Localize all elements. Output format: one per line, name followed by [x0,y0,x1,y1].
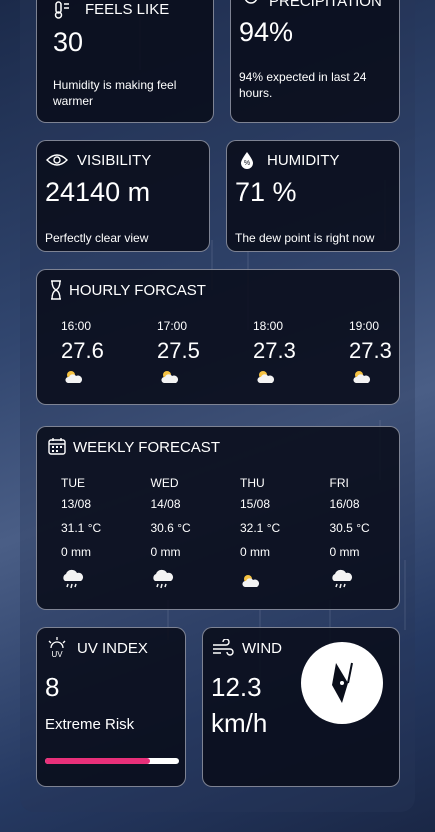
day-temp: 32.1 °C [240,521,281,535]
hour-time: 18:00 [253,319,284,333]
day-icon [151,569,175,596]
uv-bar-track [45,758,179,764]
card-label: WIND [242,640,282,657]
thermometer-icon [54,1,69,19]
hour-temp: 27.5 [157,338,200,363]
svg-text:%: % [244,160,250,167]
day-rain: 0 mm [61,545,91,559]
day-name: WED [150,476,179,490]
wind-card: WIND 12.3 km/h [202,627,400,787]
day-icon [61,569,85,596]
eye-icon [46,154,68,166]
day-date: 15/08 [240,497,271,511]
card-title: HOURLY FORCAST [69,282,206,299]
day-icon [240,573,260,594]
card-label: UV INDEX [77,640,148,657]
card-label: VISIBILITY [77,152,152,169]
hour-icon [159,369,179,390]
hourly-card: HOURLY FORCAST 16:00 27.6 17:00 27.5 18:00 27… [36,269,400,405]
humidity-card: % HUMIDITY 71 % The dew point is right n… [226,140,400,252]
card-label: FEELS LIKE [85,1,170,18]
compass-icon [301,642,383,724]
card-note: Humidity is making feel warmer [53,78,177,108]
card-label: HUMIDITY [267,152,340,169]
hour-icon [255,369,275,390]
day-icon [330,569,354,596]
day-name: TUE [61,476,85,490]
hour-temp: 27.3 [349,338,392,363]
drop-icon: % [241,152,253,169]
wind-icon [213,639,234,656]
day-name: THU [240,476,265,490]
card-value: 71 % [235,177,297,207]
uv-bar-fill [45,758,150,764]
card-value: 24140 m [45,177,151,207]
day-temp: 30.6 °C [150,521,191,535]
card-unit: km/h [211,708,268,738]
uv-card: UV UV INDEX 8 Extreme Risk [36,627,186,787]
hour-temp: 27.3 [253,338,296,363]
uv-risk: Extreme Risk [45,716,135,733]
weekly-card: WEEKLY FORECAST TUE 13/08 31.1 °C 0 mm WED 14… [36,426,400,610]
card-value: 30 [53,27,84,57]
hour-time: 19:00 [349,319,380,333]
visibility-card: VISIBILITY 24140 m Perfectly clear view [36,140,210,252]
hourglass-icon [51,280,61,300]
card-value: 12.3 [211,672,262,702]
card-note: The dew point is right now [235,231,375,245]
day-date: 14/08 [150,497,181,511]
precipitation-card: PRECIPITATION 94% 94% expected in last 2… [230,0,400,123]
day-rain: 0 mm [240,545,270,559]
hour-time: 16:00 [61,319,92,333]
hour-icon [63,369,83,390]
day-date: 13/08 [61,497,92,511]
calendar-icon [48,438,66,455]
feels-like-card: FEELS LIKE 30 Humidity is making feel wa… [36,0,214,123]
card-value: 8 [45,672,60,702]
svg-text:UV: UV [51,650,63,659]
uv-icon: UV [48,637,66,659]
day-rain: 0 mm [150,545,181,559]
day-date: 16/08 [329,497,360,511]
day-rain: 0 mm [329,545,360,559]
card-title: WEEKLY FORECAST [73,439,220,456]
day-name: FRI [329,476,349,490]
card-note: Perfectly clear view [45,231,149,245]
day-temp: 30.5 °C [329,521,370,535]
hour-icon [351,369,371,390]
hour-time: 17:00 [157,319,188,333]
precipitation-icon [244,0,258,4]
card-label: PRECIPITATION [269,0,382,10]
card-value: 94% [239,17,294,47]
day-temp: 31.1 °C [61,521,102,535]
card-note: 94% expected in last 24 hours. [239,70,367,100]
hour-temp: 27.6 [61,338,104,363]
